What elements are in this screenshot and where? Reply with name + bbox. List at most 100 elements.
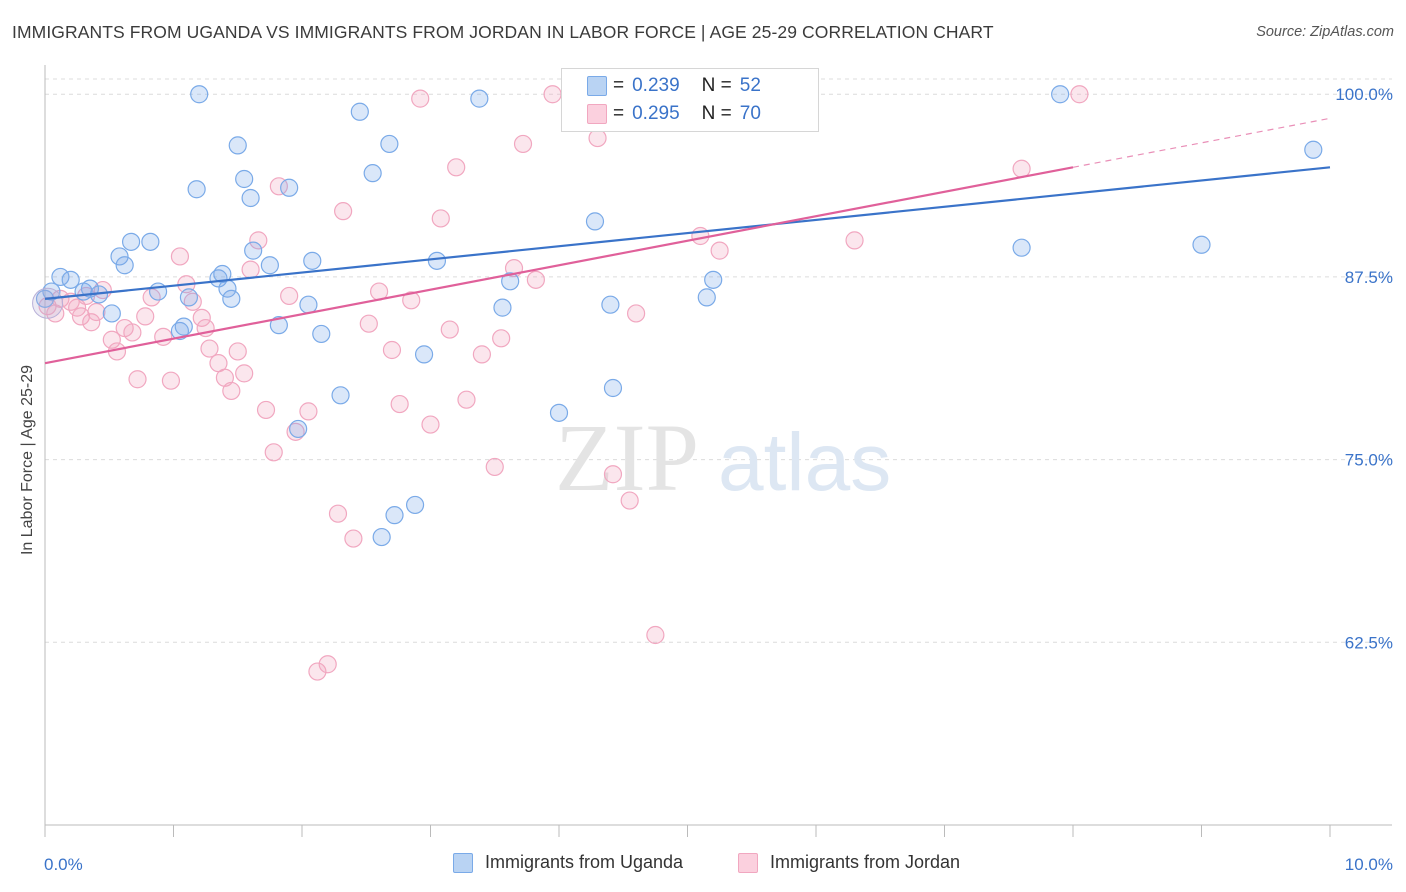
jordan-point — [440, 320, 459, 339]
y-axis-title: In Labor Force | Age 25-29 — [19, 364, 36, 556]
tick-labels: 100.0% 87.5% 75.0% 62.5% 0.0% 10.0% — [44, 85, 1393, 874]
uganda-point — [1192, 235, 1211, 254]
jordan-point — [256, 400, 276, 420]
uganda-point — [121, 232, 141, 251]
jordan-n-value: 70 — [739, 103, 761, 124]
legend-item-jordan[interactable]: Immigrants from Jordan — [738, 852, 960, 873]
grid-lines — [45, 78, 1392, 643]
jordan-point — [526, 270, 545, 289]
uganda-point — [493, 298, 512, 317]
jordan-point — [200, 339, 219, 358]
jordan-point — [646, 625, 665, 645]
jordan-legend-label: Immigrants from Jordan — [770, 852, 961, 872]
jordan-point — [411, 89, 430, 108]
uganda-points — [32, 85, 1323, 547]
x-tick-label: 0.0% — [44, 855, 83, 874]
jordan-point — [308, 662, 327, 681]
jordan-point — [402, 291, 421, 310]
uganda-legend-label: Immigrants from Uganda — [485, 852, 684, 872]
jordan-point — [472, 345, 491, 364]
jordan-point — [82, 313, 101, 332]
jordan-point — [228, 342, 247, 361]
uganda-point — [585, 212, 605, 231]
uganda-point — [704, 270, 723, 289]
jordan-point — [222, 381, 241, 401]
jordan-trend-extension — [1072, 117, 1331, 168]
uganda-point — [280, 178, 299, 197]
uganda-point — [350, 102, 369, 121]
watermark: ZIP atlas — [555, 404, 891, 511]
jordan-point — [286, 422, 305, 441]
jordan-point — [102, 330, 121, 349]
cluster-point — [32, 287, 64, 319]
uganda-point — [61, 270, 80, 289]
uganda-point — [603, 378, 623, 398]
legend-row-jordan: R = 0.295 N = 70 — [587, 102, 761, 126]
jordan-point — [1070, 85, 1089, 104]
y-tick-label: 75.0% — [1345, 451, 1393, 470]
uganda-point — [244, 241, 263, 260]
jordan-legend-swatch — [738, 852, 758, 873]
jordan-point — [318, 655, 337, 674]
jordan-point — [421, 415, 440, 434]
uganda-point — [42, 282, 61, 301]
jordan-point — [382, 340, 402, 360]
uganda-point — [372, 527, 391, 547]
watermark-zip: ZIP — [555, 404, 699, 511]
uganda-point — [405, 495, 425, 515]
uganda-point — [697, 288, 716, 307]
uganda-point — [385, 506, 404, 525]
jordan-point — [249, 231, 268, 250]
jordan-point — [299, 402, 318, 421]
uganda-point — [51, 267, 70, 287]
jordan-point — [390, 394, 409, 414]
uganda-point — [312, 324, 331, 344]
jordan-point — [457, 390, 476, 409]
jordan-points — [38, 85, 1089, 681]
uganda-n-value: 52 — [739, 75, 761, 96]
uganda-point — [190, 85, 209, 104]
jordan-point — [161, 371, 181, 390]
uganda-point — [380, 134, 399, 154]
uganda-point — [363, 164, 382, 183]
jordan-point — [710, 241, 729, 260]
jordan-point — [241, 260, 260, 279]
source-label: Source: ZipAtlas.com — [1256, 24, 1394, 40]
uganda-point — [470, 89, 489, 108]
correlation-legend: R = 0.239 N = 52 R = 0.295 N = 70 — [561, 68, 819, 132]
uganda-point — [241, 188, 260, 208]
uganda-point — [1051, 85, 1070, 104]
uganda-legend-swatch — [453, 852, 473, 873]
uganda-point — [187, 180, 206, 199]
jordan-point — [136, 307, 155, 326]
uganda-point — [414, 345, 434, 364]
jordan-point — [192, 308, 211, 327]
uganda-point — [260, 256, 279, 275]
jordan-point — [485, 457, 504, 477]
jordan-r-value: 0.295 — [632, 103, 680, 124]
legend-row-uganda: R = 0.239 N = 52 — [587, 74, 761, 98]
uganda-n-label: N = — [701, 75, 732, 96]
trend-lines — [44, 117, 1331, 365]
uganda-point — [102, 304, 121, 323]
jordan-point — [264, 443, 283, 462]
legend-item-uganda[interactable]: Immigrants from Uganda — [453, 852, 683, 873]
uganda-point — [501, 272, 520, 291]
uganda-point — [427, 251, 447, 270]
uganda-swatch — [587, 76, 607, 96]
jordan-swatch — [587, 104, 607, 124]
uganda-point — [174, 317, 193, 336]
uganda-point — [303, 251, 322, 270]
jordan-point — [235, 364, 254, 383]
jordan-point — [620, 491, 639, 510]
jordan-point — [447, 158, 466, 177]
jordan-point — [492, 329, 511, 348]
watermark-atlas: atlas — [718, 417, 891, 508]
jordan-point — [513, 134, 533, 154]
y-tick-label: 87.5% — [1345, 268, 1393, 287]
y-tick-label: 62.5% — [1345, 633, 1393, 652]
uganda-point — [289, 419, 308, 439]
uganda-point — [235, 169, 254, 189]
jordan-point — [344, 529, 363, 548]
